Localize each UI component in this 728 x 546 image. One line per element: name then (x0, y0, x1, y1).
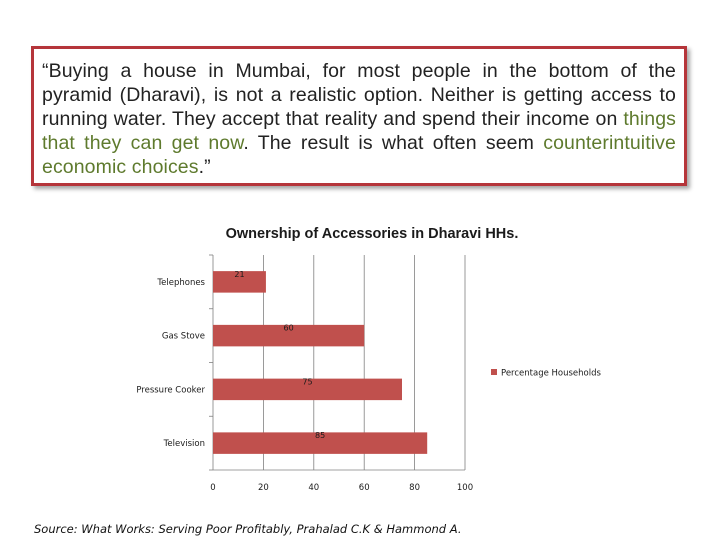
quote-box: “Buying a house in Mumbai, for most peop… (31, 46, 687, 186)
quote-open: “Buying a house in Mumbai, for most peop… (42, 60, 676, 130)
x-tick-label: 20 (258, 483, 269, 493)
x-tick-label: 0 (210, 483, 215, 493)
x-tick-label: 100 (457, 483, 473, 493)
data-label: 75 (302, 377, 312, 386)
data-label: 85 (315, 431, 325, 440)
bar (213, 378, 402, 401)
bar (213, 432, 428, 454)
bar (213, 324, 365, 347)
quote-middle: . The result is what often seem (243, 132, 544, 154)
quote-highlight-1: things that they can get now (42, 108, 676, 154)
legend-swatch (491, 369, 497, 375)
chart-title: Ownership of Accessories in Dharavi HHs. (226, 226, 519, 242)
legend-label: Percentage Households (501, 369, 602, 379)
x-tick-label: 80 (409, 483, 420, 493)
category-label: Pressure Cooker (136, 385, 205, 395)
bar (213, 271, 266, 293)
category-label: Gas Stove (162, 332, 205, 342)
x-tick-label: 40 (308, 483, 319, 493)
category-label: Telephones (156, 278, 205, 288)
quote-highlight-2: counterintuitive economic choices (42, 132, 676, 178)
quote-close: .” (198, 156, 211, 178)
data-label: 21 (234, 270, 244, 279)
data-label: 60 (284, 324, 294, 333)
x-tick-label: 60 (359, 483, 370, 493)
quote-text: “Buying a house in Mumbai, for most peop… (42, 59, 676, 179)
category-label: Television (163, 439, 205, 449)
source-citation: Source: What Works: Serving Poor Profita… (34, 522, 462, 536)
